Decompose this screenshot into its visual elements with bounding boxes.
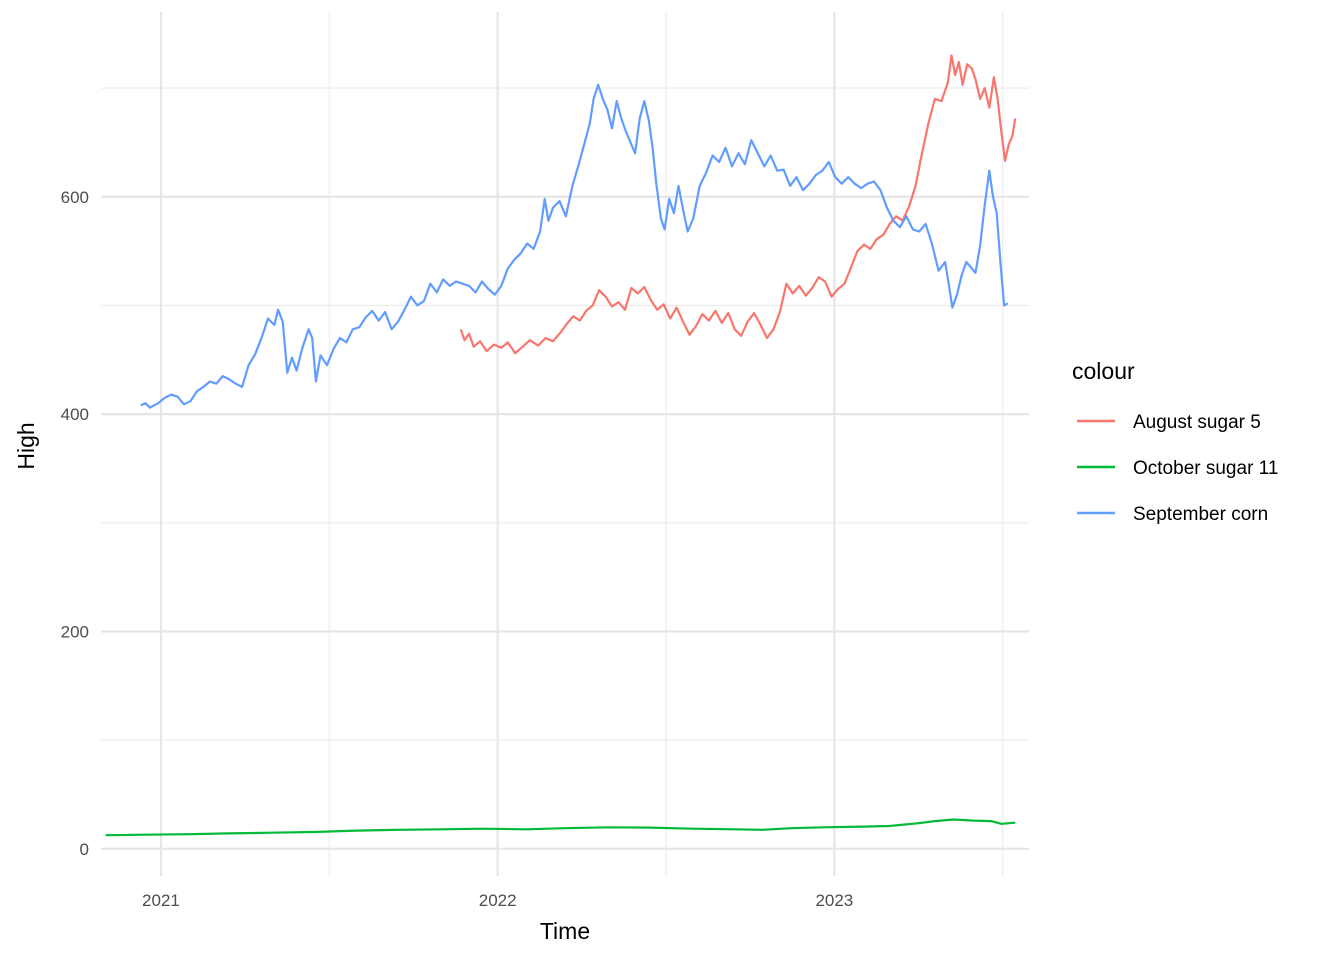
- legend-label: October sugar 11: [1133, 458, 1278, 479]
- y-tick-label: 600: [61, 188, 89, 207]
- x-tick-label: 2021: [142, 891, 180, 910]
- legend-title: colour: [1072, 358, 1135, 384]
- y-axis-tick-labels: 0 200 400 600: [61, 188, 89, 859]
- series-line-1: [105, 818, 1016, 837]
- y-tick-label: 0: [80, 840, 89, 859]
- x-axis-title: Time: [540, 918, 590, 944]
- legend-label: August sugar 5: [1133, 412, 1261, 433]
- series-line-2: [140, 83, 1009, 409]
- legend: colour August sugar 5 October sugar 11 Sep…: [1072, 358, 1278, 525]
- series-line-0: [459, 54, 1017, 355]
- minor-gridlines: [101, 12, 1029, 876]
- y-tick-label: 200: [61, 622, 89, 641]
- y-axis-title: High: [13, 422, 39, 469]
- series-lines: [105, 54, 1017, 837]
- x-tick-label: 2023: [815, 891, 853, 910]
- y-tick-label: 400: [61, 405, 89, 424]
- major-gridlines: [101, 12, 1029, 876]
- x-axis-tick-labels: 2021 2022 2023: [142, 891, 853, 910]
- x-tick-label: 2022: [479, 891, 517, 910]
- legend-label: September corn: [1133, 504, 1268, 525]
- legend-items: August sugar 5 October sugar 11 September …: [1077, 412, 1278, 525]
